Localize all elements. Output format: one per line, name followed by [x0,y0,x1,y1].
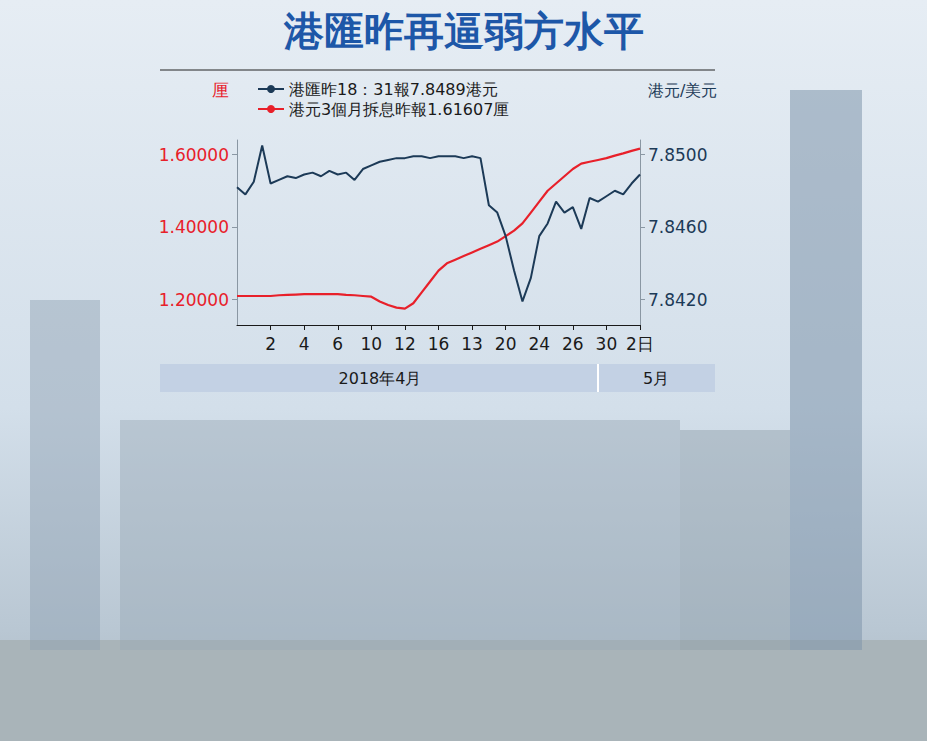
svg-text:30: 30 [596,334,618,354]
svg-text:港元/美元: 港元/美元 [648,81,717,100]
svg-text:1.60000: 1.60000 [159,145,229,165]
svg-text:港匯昨18：31報7.8489港元: 港匯昨18：31報7.8489港元 [289,80,498,99]
svg-text:7.8460: 7.8460 [648,217,707,237]
svg-text:6: 6 [332,334,343,354]
svg-text:10: 10 [361,334,383,354]
svg-text:2: 2 [265,334,276,354]
svg-text:4: 4 [299,334,310,354]
svg-text:13: 13 [461,334,483,354]
svg-text:20: 20 [495,334,517,354]
svg-text:厘: 厘 [212,80,229,100]
svg-text:1.20000: 1.20000 [159,290,229,310]
svg-text:24: 24 [528,334,550,354]
svg-text:7.8420: 7.8420 [648,290,707,310]
svg-text:港元3個月拆息昨報1.61607厘: 港元3個月拆息昨報1.61607厘 [289,100,509,119]
svg-text:1.40000: 1.40000 [159,217,229,237]
svg-text:5月: 5月 [643,369,669,388]
svg-text:26: 26 [562,334,584,354]
svg-text:16: 16 [428,334,450,354]
svg-text:港匯昨再逼弱方水平: 港匯昨再逼弱方水平 [283,8,644,54]
svg-text:7.8500: 7.8500 [648,145,707,165]
svg-text:2018年4月: 2018年4月 [339,369,422,388]
svg-text:12: 12 [394,334,416,354]
svg-text:2日: 2日 [626,334,654,354]
